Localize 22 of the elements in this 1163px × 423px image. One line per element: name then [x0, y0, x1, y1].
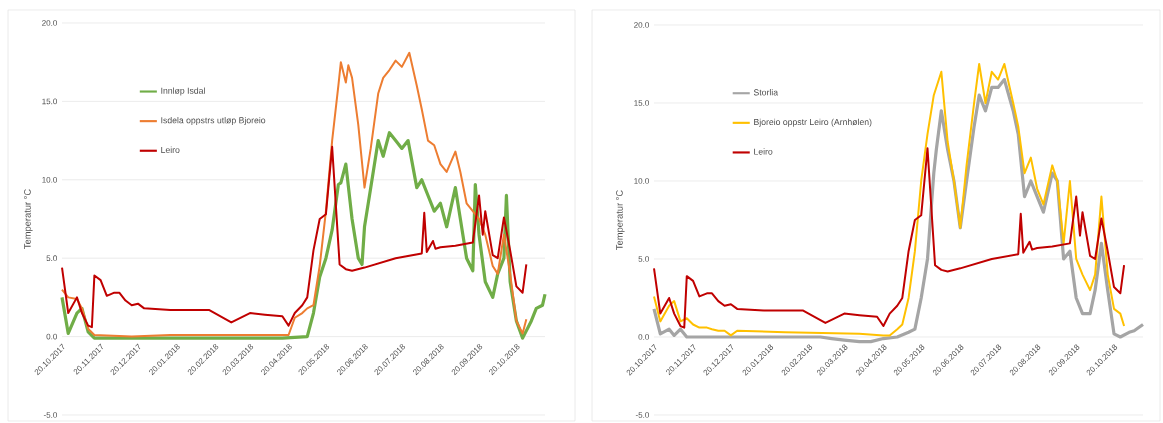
y-axis-title: Temperatur °C	[616, 190, 625, 250]
y-tick-label: 5.0	[46, 255, 57, 262]
legend-label: Bjoreio oppstr Leiro (Arnhølen)	[754, 118, 872, 127]
y-tick-label: 10.0	[42, 176, 57, 183]
y-tick-label: 0.0	[46, 333, 57, 340]
y-tick-label: 10.0	[634, 178, 649, 184]
legend-label: Isdela oppstrs utløp Bjoreio	[161, 117, 266, 126]
y-tick-label: 5.0	[638, 256, 649, 262]
y-tick-label: -5.0	[43, 412, 57, 418]
legend-label: Innløp Isdal	[161, 87, 205, 96]
y-tick-label: 20.0	[634, 22, 649, 28]
legend-label: Leiro	[754, 148, 773, 155]
y-axis-title: Temperatur °C	[24, 189, 33, 249]
y-tick-label: 20.0	[42, 20, 57, 26]
legend-label: Leiro	[161, 146, 180, 153]
y-tick-label: -5.0	[635, 412, 649, 418]
y-tick-label: 15.0	[42, 98, 57, 105]
y-tick-label: 15.0	[634, 100, 649, 106]
y-tick-label: 0.0	[638, 334, 649, 340]
line-series	[653, 147, 1126, 329]
line-series	[61, 145, 528, 329]
legend-label: Storlia	[753, 89, 779, 96]
